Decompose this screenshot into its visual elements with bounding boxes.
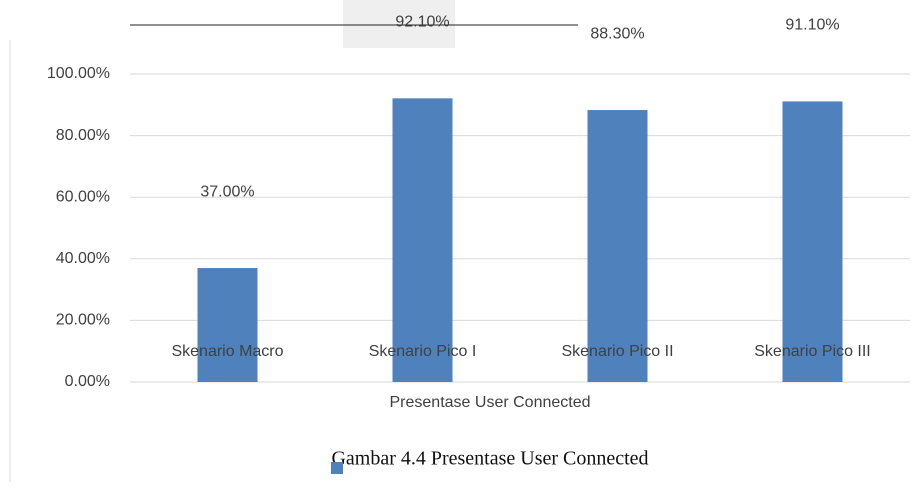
x-tick-label: Skenario Pico II: [561, 343, 673, 360]
y-tick-label: 60.00%: [56, 188, 110, 205]
data-label: 88.30%: [590, 25, 644, 42]
data-label: 91.10%: [785, 17, 839, 34]
y-tick-label: 100.00%: [47, 65, 110, 82]
bar: [587, 110, 648, 382]
bar: [392, 98, 453, 382]
y-tick-label: 0.00%: [65, 373, 110, 390]
x-axis-title: Presentase User Connected: [390, 394, 591, 411]
legend-swatch: [331, 462, 343, 474]
y-tick-label: 80.00%: [56, 127, 110, 144]
x-tick-label: Skenario Pico I: [369, 343, 477, 360]
x-tick-label: Skenario Macro: [171, 343, 283, 360]
x-tick-label: Skenario Pico III: [754, 343, 871, 360]
y-tick-label: 20.00%: [56, 312, 110, 329]
watermark-band: [343, 0, 455, 48]
data-label: 37.00%: [200, 183, 254, 200]
bar: [782, 101, 843, 383]
bar: [197, 268, 258, 382]
y-tick-label: 40.00%: [56, 250, 110, 267]
caption: Gambar 4.4 Presentase User Connected: [331, 448, 648, 470]
data-label: 92.10%: [395, 14, 449, 31]
